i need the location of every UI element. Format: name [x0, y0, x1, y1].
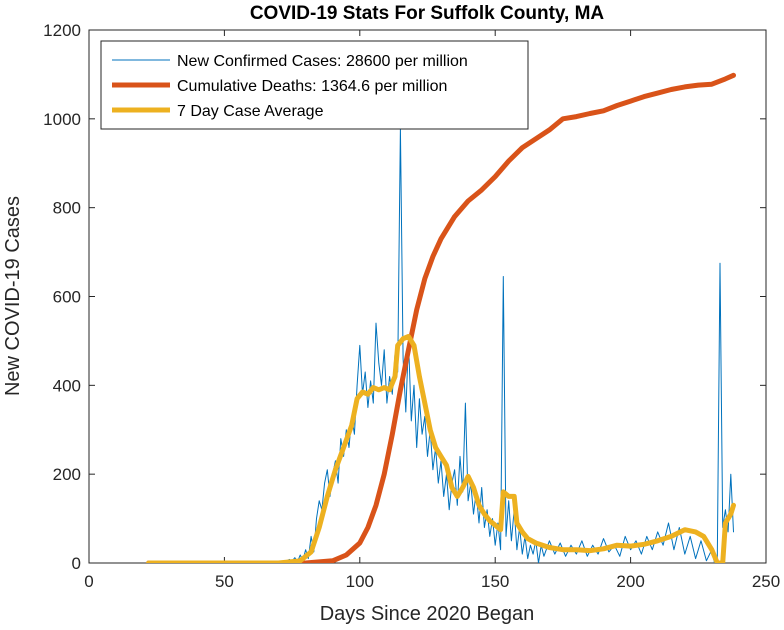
x-tick-label: 200 [616, 572, 644, 591]
y-tick-label: 1000 [43, 110, 81, 129]
y-tick-label: 600 [53, 288, 81, 307]
y-axis-label: New COVID-19 Cases [2, 196, 24, 396]
x-axis-label: Days Since 2020 Began [320, 603, 535, 625]
x-tick-label: 250 [752, 572, 780, 591]
y-tick-label: 200 [53, 465, 81, 484]
x-tick-label: 150 [481, 572, 509, 591]
y-tick-label: 400 [53, 376, 81, 395]
chart-title: COVID-19 Stats For Suffolk County, MA [250, 3, 605, 24]
series-line-cumulative-deaths [146, 72, 736, 563]
y-axis-ticks: 0 200 400 600 800 1000 1200 [43, 21, 766, 573]
series-line-7-day-average [146, 334, 736, 563]
legend-label-new-cases: New Confirmed Cases: 28600 per million [177, 53, 468, 70]
y-tick-label: 1200 [43, 21, 81, 40]
y-tick-label: 800 [53, 199, 81, 218]
y-tick-label: 0 [72, 554, 81, 573]
legend-box [100, 40, 529, 130]
x-axis-ticks: 0 50 100 150 200 250 [84, 30, 780, 591]
x-tick-label: 50 [215, 572, 234, 591]
x-tick-label: 0 [84, 572, 93, 591]
legend-label-cumulative-deaths: Cumulative Deaths: 1364.6 per million [177, 78, 447, 95]
x-tick-label: 100 [346, 572, 374, 591]
legend-label-7-day-average: 7 Day Case Average [177, 103, 324, 120]
series-layer [146, 72, 736, 563]
legend: New Confirmed Cases: 28600 per million C… [100, 40, 529, 130]
